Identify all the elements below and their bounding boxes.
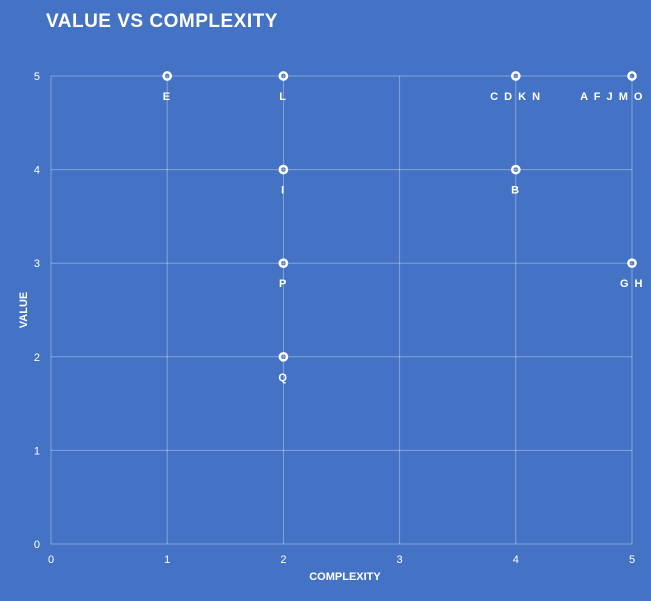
data-point bbox=[510, 164, 521, 175]
data-points: E L C D K N A F J M O I B P G H Q bbox=[162, 71, 644, 384]
data-point-label: L bbox=[279, 91, 287, 103]
x-tick-label: 0 bbox=[48, 554, 54, 566]
x-tick-label: 3 bbox=[397, 554, 403, 566]
y-tick-label: 4 bbox=[34, 165, 40, 177]
data-point-label: I bbox=[281, 185, 286, 197]
data-point-label: G H bbox=[620, 278, 644, 290]
x-tick-label: 5 bbox=[629, 554, 635, 566]
chart-title: VALUE VS COMPLEXITY bbox=[46, 11, 278, 32]
data-point bbox=[627, 71, 637, 81]
data-point-label: A F J M O bbox=[580, 91, 644, 103]
data-point bbox=[278, 258, 289, 269]
data-point-label: Q bbox=[278, 372, 288, 384]
x-axis-label: COMPLEXITY bbox=[309, 571, 381, 583]
data-point-label: C D K N bbox=[490, 91, 541, 103]
data-point-label: P bbox=[279, 278, 288, 290]
tick-labels: 0 1 2 3 4 5 0 1 2 3 4 5 bbox=[34, 71, 635, 566]
x-tick-label: 4 bbox=[513, 554, 519, 566]
data-point bbox=[510, 71, 521, 81]
x-tick-label: 1 bbox=[164, 554, 170, 566]
x-tick-label: 2 bbox=[280, 554, 286, 566]
data-point bbox=[278, 351, 289, 362]
data-point bbox=[278, 164, 289, 175]
y-tick-label: 2 bbox=[34, 352, 40, 364]
data-point bbox=[278, 71, 289, 81]
y-tick-label: 3 bbox=[34, 258, 40, 270]
y-tick-label: 5 bbox=[34, 71, 40, 83]
gridlines bbox=[50, 75, 633, 545]
data-point-label: B bbox=[511, 185, 520, 197]
y-axis-label: VALUE bbox=[18, 292, 30, 328]
y-tick-label: 0 bbox=[34, 539, 40, 551]
data-point bbox=[162, 71, 173, 81]
data-point bbox=[627, 258, 637, 269]
data-point-label: E bbox=[163, 91, 172, 103]
y-tick-label: 1 bbox=[34, 445, 40, 457]
